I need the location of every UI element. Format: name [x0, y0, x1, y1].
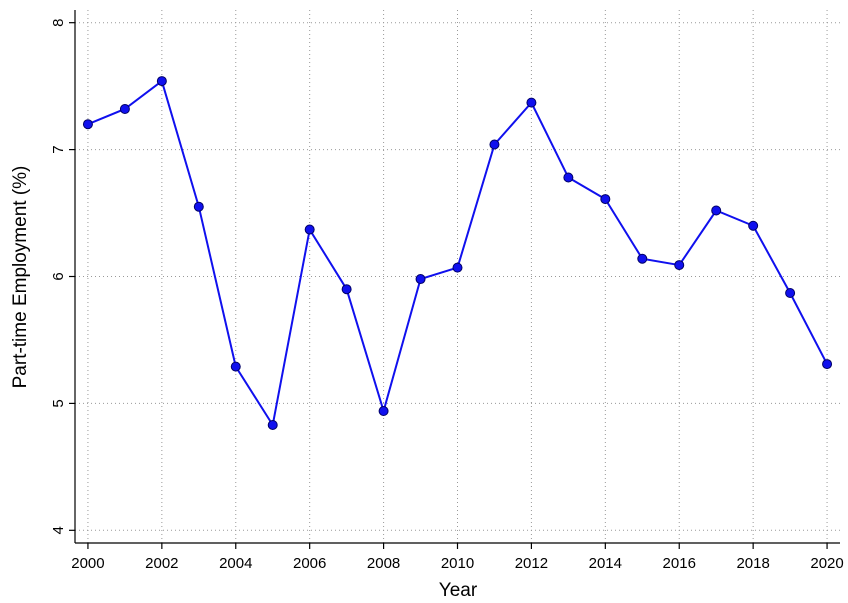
point	[711, 205, 722, 216]
point	[378, 406, 389, 417]
point	[452, 262, 463, 273]
point	[415, 274, 426, 285]
x-tick-label: 2016	[663, 555, 696, 572]
point	[304, 224, 315, 235]
x-tick-label: 2010	[441, 555, 474, 572]
point	[637, 253, 648, 264]
point	[82, 119, 93, 130]
x-tick-label: 2000	[71, 555, 104, 572]
y-axis-label: Part-time Employment (%)	[10, 166, 31, 389]
x-tick-label: 2014	[589, 555, 622, 572]
x-tick-label: 2018	[736, 555, 769, 572]
x-tick-label: 2012	[515, 555, 548, 572]
point	[341, 284, 352, 295]
point	[526, 97, 537, 108]
point	[822, 359, 833, 370]
x-tick-label: 2020	[810, 555, 843, 572]
x-tick-label: 2002	[145, 555, 178, 572]
point	[600, 194, 611, 205]
y-tick-label: 7	[50, 145, 67, 153]
point	[156, 76, 167, 87]
point	[230, 361, 241, 372]
point	[267, 419, 278, 430]
y-tick-label: 5	[50, 399, 67, 407]
point	[563, 172, 574, 183]
y-tick-label: 8	[50, 19, 67, 27]
x-axis-label: Year	[439, 580, 478, 601]
x-tick-label: 2004	[219, 555, 252, 572]
point	[489, 139, 500, 150]
y-tick-label: 4	[50, 526, 67, 534]
x-tick-label: 2006	[293, 555, 326, 572]
line	[87, 79, 828, 428]
x-tick-label: 2008	[367, 555, 400, 572]
point	[748, 220, 759, 231]
point	[785, 287, 796, 298]
point	[193, 201, 204, 212]
point	[674, 260, 685, 271]
point	[119, 103, 130, 114]
y-tick-label: 6	[50, 272, 67, 280]
